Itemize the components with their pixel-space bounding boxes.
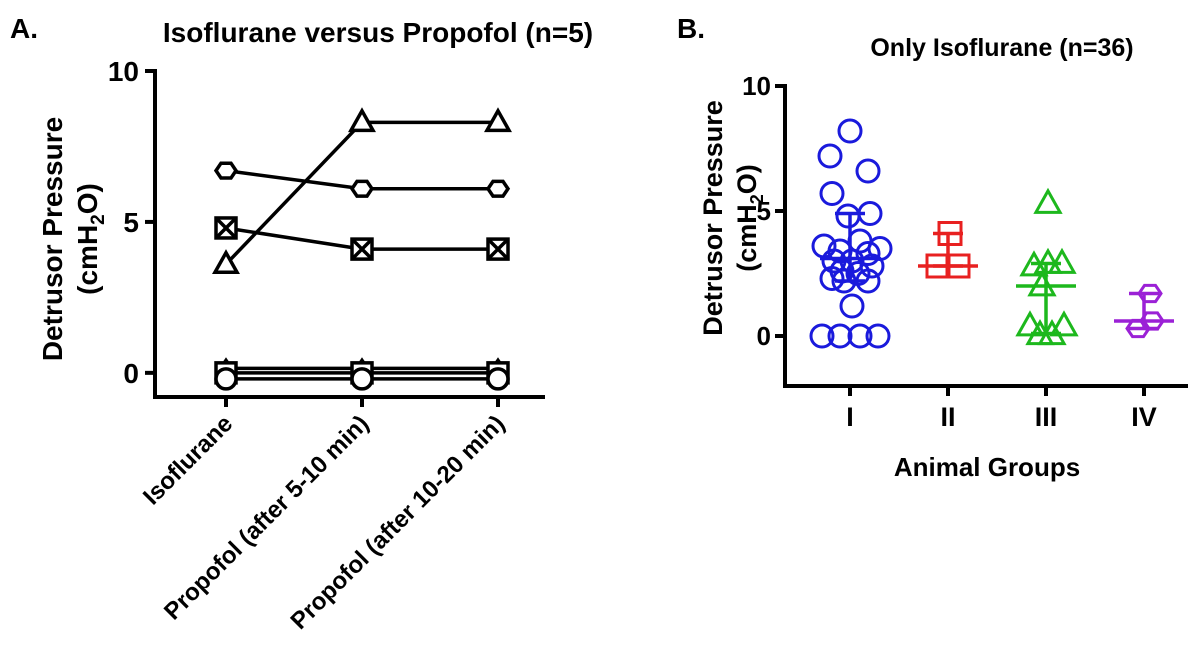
panel-b-x-tick-label: II (940, 402, 955, 432)
panel-a-point-square-x (214, 216, 238, 240)
panel-b-point (817, 143, 843, 169)
panel-a-series (212, 107, 512, 391)
panel-a-point-triangle (348, 107, 376, 133)
panel-a-point-circle (214, 367, 238, 391)
panel-b-point (1027, 270, 1057, 297)
panel-a-label: A. (10, 13, 38, 44)
panel-a-y-axis-label: Detrusor Pressure (37, 117, 68, 361)
panel-a-series-triangle (212, 107, 512, 274)
panel-b-y-tick-label: 10 (742, 71, 771, 101)
panel-a-point-square-x (486, 237, 510, 261)
panel-b-y-axis-label: Detrusor Pressure (698, 100, 728, 336)
panel-b-title: Only Isoflurane (n=36) (870, 34, 1133, 62)
panel-b-summary-I (820, 211, 880, 283)
panel-a-point-triangle (212, 249, 240, 274)
panel-a-point-hexagon (485, 179, 511, 198)
panel-b-point (865, 323, 891, 349)
panel-b-x-axis-label: Animal Groups (894, 452, 1080, 482)
panel-a-series-circle (214, 367, 510, 391)
panel-a-series-square-x (214, 216, 510, 261)
panel-a-title: Isoflurane versus Propofol (n=5) (163, 17, 593, 48)
panel-a-series-hexagon (213, 161, 511, 198)
panel-b-summary-IV (1114, 291, 1174, 331)
panel-b-point (859, 253, 885, 279)
panel-b-point (837, 118, 863, 144)
panel-b-label: B. (677, 13, 705, 44)
panel-a-point-hexagon (213, 161, 239, 180)
panel-b-groups (809, 118, 1174, 349)
panel-a-x-tick-label: Propofol (after 10-20 min) (286, 410, 511, 635)
panel-a-point-hexagon (349, 179, 375, 198)
panel-b-point (1049, 310, 1079, 337)
panel-b-point (809, 323, 835, 349)
panel-b-group-II (918, 221, 978, 279)
panel-b-x-tick-label: I (846, 402, 854, 432)
panel-a-chart: A. Isoflurane versus Propofol (n=5) Detr… (10, 13, 593, 635)
panel-a-y-axis-unit: (cmH2O) (72, 183, 109, 295)
panel-b-group-III (1015, 187, 1079, 346)
panel-b-summary-III (1016, 261, 1076, 336)
panel-b-point (839, 293, 865, 319)
panel-b-point (819, 266, 845, 291)
panel-b-point (855, 241, 881, 266)
panel-b-point (1033, 247, 1063, 274)
panel-b-point (819, 181, 845, 206)
panel-b-point (1047, 247, 1077, 274)
panel-b-point (1033, 187, 1063, 214)
panel-b-x-tick-label: IV (1131, 402, 1157, 432)
panel-a-point-triangle (484, 107, 512, 133)
panel-b-point (855, 158, 881, 184)
panel-a-y-tick-label: 0 (123, 358, 139, 389)
panel-b-y-axis-unit: (cmH2O) (732, 164, 767, 272)
panel-b-point (827, 323, 853, 349)
panel-b-point (847, 323, 873, 349)
panel-b-x-tick-label: III (1035, 402, 1058, 432)
panel-b-summary-II (918, 231, 978, 268)
panel-a-point-circle (350, 367, 374, 391)
panel-b-y-tick-label: 0 (757, 321, 771, 351)
panel-a-y-tick-label: 5 (123, 207, 139, 238)
panel-b-y-tick-label: 5 (757, 196, 771, 226)
panel-a-y-tick-label: 10 (108, 56, 139, 87)
panel-a-x-tick-label: Isoflurane (138, 410, 238, 510)
panel-b-point (1015, 310, 1045, 337)
panel-b-point (835, 203, 861, 229)
panel-b-group-IV (1114, 283, 1174, 339)
panel-a-point-square-x (350, 237, 374, 261)
panel-a-point-circle (486, 367, 510, 391)
panel-b-chart: B. Only Isoflurane (n=36) Detrusor Press… (677, 13, 1188, 482)
panel-b-group-I (809, 118, 893, 349)
